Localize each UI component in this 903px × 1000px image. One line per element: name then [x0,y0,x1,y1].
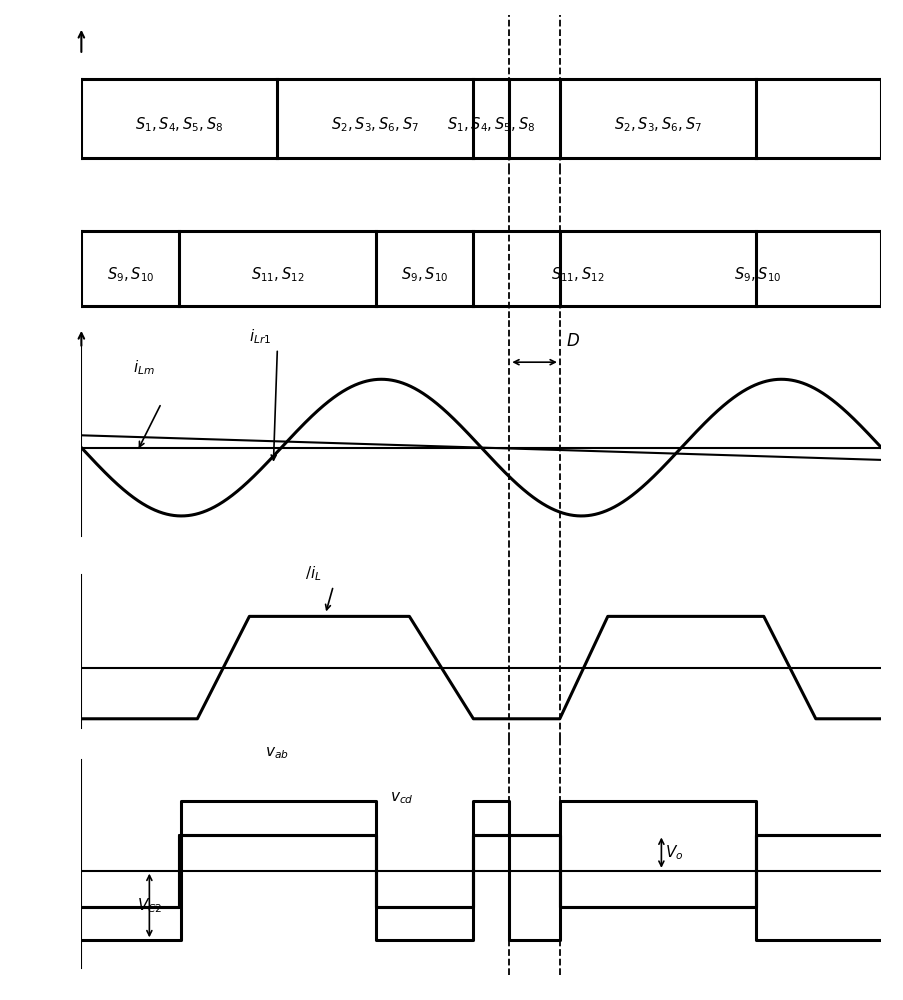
Text: $i_{Lr1}$: $i_{Lr1}$ [249,328,272,346]
Text: $D$: $D$ [565,333,580,350]
Text: $i_{Lm}$: $i_{Lm}$ [134,358,155,377]
Text: $S_9,S_{10}$: $S_9,S_{10}$ [107,265,154,284]
Text: $V_o$: $V_o$ [665,843,683,862]
Text: $S_{11},S_{12}$: $S_{11},S_{12}$ [550,265,603,284]
Text: $S_2,S_3,S_6,S_7$: $S_2,S_3,S_6,S_7$ [330,115,419,134]
Text: $v_{cd}$: $v_{cd}$ [389,790,413,806]
Text: $V_{C2}$: $V_{C2}$ [136,896,162,915]
Text: $S_1,S_4,S_5,S_8$: $S_1,S_4,S_5,S_8$ [135,115,223,134]
Text: $S_{11},S_{12}$: $S_{11},S_{12}$ [250,265,303,284]
Text: $v_{ab}$: $v_{ab}$ [265,745,289,761]
Text: $S_9,S_{10}$: $S_9,S_{10}$ [733,265,780,284]
Text: $/ i_L$: $/ i_L$ [305,565,321,583]
Text: $S_9,S_{10}$: $S_9,S_{10}$ [401,265,448,284]
Text: $S_2,S_3,S_6,S_7$: $S_2,S_3,S_6,S_7$ [613,115,701,134]
Text: $S_1,S_4,S_5,S_8$: $S_1,S_4,S_5,S_8$ [447,115,535,134]
